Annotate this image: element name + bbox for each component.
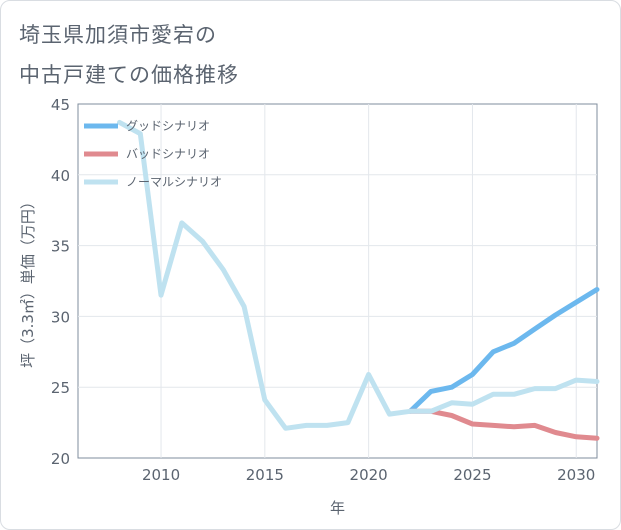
- legend-label: ノーマルシナリオ: [126, 175, 222, 189]
- y-tick-label: 20: [51, 450, 70, 468]
- x-axis-label: 年: [330, 499, 345, 517]
- series-line-0: [407, 287, 600, 414]
- y-tick-label: 40: [51, 167, 70, 185]
- x-tick-label: 2010: [142, 466, 180, 484]
- legend-label: バッドシナリオ: [126, 147, 210, 161]
- series-lines: [117, 119, 600, 441]
- chart-title-line2: 中古戸建ての価格推移: [19, 63, 239, 87]
- x-tick-label: 2015: [246, 466, 284, 484]
- y-tick-label: 30: [51, 308, 70, 326]
- y-tick-label: 25: [51, 379, 70, 397]
- y-tick-label: 45: [51, 96, 70, 114]
- y-axis-label: 坪（3.3㎡）単価（万円）: [19, 194, 37, 368]
- series-line-2: [117, 119, 600, 431]
- x-tick-label: 2030: [557, 466, 595, 484]
- series-line-1: [407, 408, 600, 441]
- y-tick-label: 35: [51, 238, 70, 256]
- x-tick-label: 2020: [350, 466, 388, 484]
- chart-title-line1: 埼玉県加須市愛宕の: [19, 23, 217, 47]
- x-tick-label: 2025: [453, 466, 491, 484]
- legend-label: グッドシナリオ: [126, 119, 210, 133]
